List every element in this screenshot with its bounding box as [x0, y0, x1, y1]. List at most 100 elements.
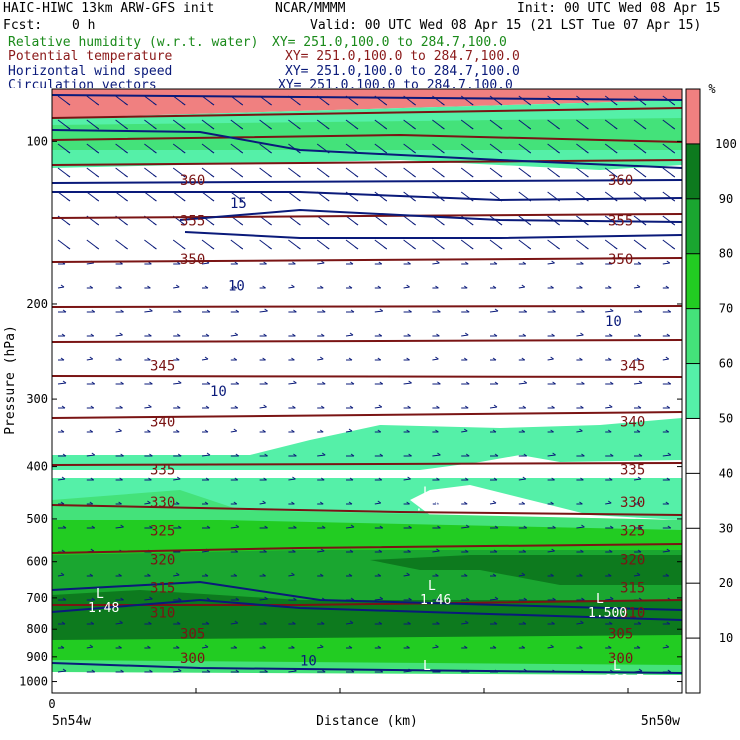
wind-vector-head	[239, 102, 244, 106]
theta-label: 340	[620, 414, 645, 430]
wind-vector-head	[206, 309, 211, 313]
wind-vector-head	[493, 549, 498, 553]
wind-vector-head	[320, 333, 325, 337]
wind-vector-head	[66, 174, 71, 178]
wind-vector-head	[463, 357, 468, 361]
wind-vector-head	[119, 477, 123, 481]
colorbar-tick-label: 50	[719, 411, 733, 425]
wind-vector-head	[292, 621, 296, 625]
wind-vector-head	[60, 284, 65, 288]
wind-vector-head	[441, 198, 445, 202]
y-tick-label: 500	[26, 512, 48, 526]
wind-vector-head	[383, 126, 388, 130]
wind-vector	[86, 262, 94, 265]
wind-vector	[345, 526, 355, 529]
wind-vector-head	[642, 126, 647, 130]
wind-vector-head	[408, 525, 412, 529]
wind-vector-head	[581, 524, 585, 528]
wind-vector	[317, 358, 324, 361]
wind-vector-head	[667, 669, 672, 673]
wind-vector-head	[153, 174, 157, 178]
wind-vector-head	[637, 261, 642, 265]
wind-vector-head	[181, 174, 186, 178]
wind-vector-head	[412, 150, 416, 154]
wind-vector-head	[609, 525, 614, 529]
wind-vector-head	[61, 333, 66, 337]
wind-vector-head	[469, 102, 474, 106]
wind-vector-head	[665, 573, 670, 577]
wind-vector-head	[607, 285, 612, 289]
wind-vector	[173, 574, 180, 577]
wind-vector-head	[607, 573, 612, 577]
theta-label: 350	[608, 252, 633, 268]
wind-vector-head	[522, 476, 527, 480]
wind-vector-head	[124, 174, 128, 178]
wind-vector	[576, 622, 584, 625]
wind-vector-head	[521, 284, 526, 288]
wind-vector-head	[642, 246, 647, 250]
wind-vector-head	[291, 429, 295, 433]
wind-vector-head	[354, 174, 359, 178]
wind-vector-head	[325, 246, 330, 250]
wind-vector-head	[234, 332, 239, 336]
wind-vector-head	[268, 126, 272, 130]
wind-vector-head	[581, 453, 585, 457]
wind-vector-head	[60, 572, 65, 576]
circulation-vectors	[57, 95, 676, 673]
wind-vector-head	[210, 198, 215, 202]
wind-vector-head	[436, 621, 440, 625]
wind-vector-head	[637, 476, 642, 480]
wind-vector-head	[671, 222, 676, 226]
wind-vector-head	[441, 102, 445, 106]
wind-vector-head	[292, 261, 296, 265]
extremum-value: 298.8	[415, 673, 454, 688]
wind-vector-head	[264, 669, 268, 673]
wind-vector-head	[91, 309, 96, 313]
wind-vector	[57, 670, 67, 673]
wind-contour-0	[51, 94, 683, 101]
wind-vector-head	[95, 126, 100, 130]
wind-vector-head	[556, 126, 560, 130]
wind-vector-head	[119, 405, 123, 409]
wind-vector-head	[89, 429, 94, 433]
fcst-label: Fcst:	[3, 18, 43, 33]
wind-vector-head	[350, 453, 355, 457]
wind-vector-head	[550, 285, 554, 289]
wind-vector-head	[665, 501, 670, 505]
wind-vector-head	[177, 380, 182, 384]
wind-label: 10	[300, 654, 317, 670]
wind-vector	[547, 262, 555, 265]
wind-vector	[173, 286, 180, 289]
wind-vector-head	[441, 222, 445, 226]
wind-vector-head	[609, 308, 614, 312]
field-rh-name: Relative humidity (w.r.t. water)	[8, 35, 259, 50]
wind-vector-head	[148, 404, 152, 408]
wind-vector	[173, 670, 182, 673]
wind-vector-head	[408, 380, 412, 384]
wind-vector-head	[463, 645, 468, 649]
wind-vector-head	[552, 525, 556, 529]
wind-vector	[576, 334, 584, 337]
wind-vector-head	[642, 222, 647, 226]
wind-vector	[489, 502, 497, 505]
wind-vector-head	[120, 381, 124, 385]
wind-vector-head	[581, 597, 585, 601]
wind-vector-head	[671, 246, 676, 250]
wind-label: 10	[605, 314, 622, 330]
wind-vector-head	[61, 621, 66, 625]
wind-vector-head	[608, 549, 613, 553]
wind-vector-head	[124, 102, 128, 106]
wind-vector-head	[379, 381, 384, 385]
wind-vector	[403, 382, 412, 385]
wind-vector	[288, 286, 295, 289]
wind-vector-head	[177, 597, 182, 601]
wind-vector-head	[498, 150, 503, 154]
wind-vector-head	[667, 309, 672, 313]
field-theta-xy: XY= 251.0,100.0 to 284.7,100.0	[285, 49, 520, 64]
valid-time: Valid: 00 UTC Wed 08 Apr 15 (21 LST Tue …	[310, 18, 702, 33]
wind-vector-head	[527, 222, 532, 226]
wind-vector-head	[233, 357, 238, 361]
extremum-value: 1.48	[88, 601, 119, 616]
wind-vector-head	[671, 102, 676, 106]
field-rh-xy: XY= 251.0,100.0 to 284.7,100.0	[272, 35, 507, 50]
